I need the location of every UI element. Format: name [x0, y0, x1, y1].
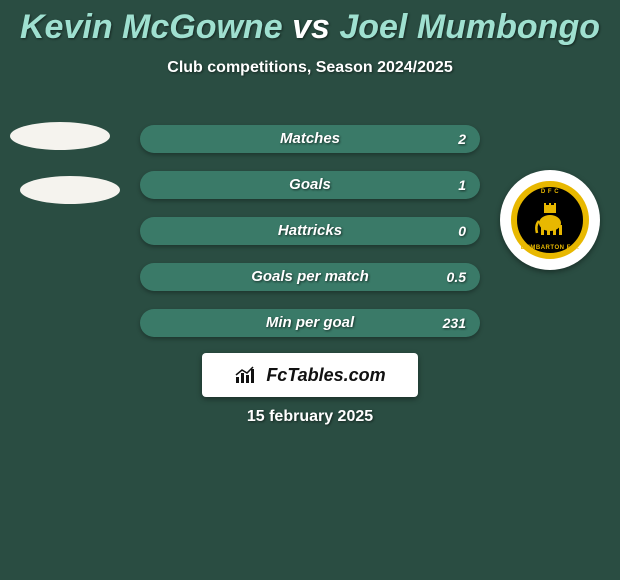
stat-row: Min per goal 231 — [140, 309, 480, 337]
stat-value-right: 2 — [458, 125, 466, 153]
chart-icon — [234, 365, 260, 385]
player1-photo-placeholder — [10, 122, 110, 150]
stat-value-right: 0.5 — [447, 263, 466, 291]
stat-label: Hattricks — [140, 217, 480, 245]
player2-club-badge: D F C DUMBARTON F.C. — [500, 170, 600, 270]
stat-label: Min per goal — [140, 309, 480, 337]
crest-top-text: D F C — [541, 189, 559, 195]
stat-label: Goals per match — [140, 263, 480, 291]
stat-value-right: 0 — [458, 217, 466, 245]
crest-bottom-text: DUMBARTON F.C. — [521, 245, 580, 251]
club-crest: D F C DUMBARTON F.C. — [511, 181, 589, 259]
brand-box: FcTables.com — [202, 353, 418, 397]
snapshot-date: 15 february 2025 — [0, 408, 620, 426]
comparison-title: Kevin McGowne vs Joel Mumbongo — [0, 0, 620, 47]
stat-label: Matches — [140, 125, 480, 153]
stat-row: Goals per match 0.5 — [140, 263, 480, 291]
stat-value-right: 231 — [443, 309, 466, 337]
player1-name: Kevin McGowne — [20, 8, 283, 46]
subtitle: Club competitions, Season 2024/2025 — [0, 59, 620, 77]
stat-label: Goals — [140, 171, 480, 199]
elephant-castle-icon — [533, 203, 567, 237]
stat-row: Matches 2 — [140, 125, 480, 153]
stat-row: Hattricks 0 — [140, 217, 480, 245]
player1-club-placeholder — [20, 176, 120, 204]
stats-container: Matches 2 Goals 1 Hattricks 0 Goals per … — [140, 125, 480, 355]
stat-value-right: 1 — [458, 171, 466, 199]
brand-text: FcTables.com — [266, 365, 385, 386]
stat-row: Goals 1 — [140, 171, 480, 199]
player2-name: Joel Mumbongo — [339, 8, 600, 46]
vs-text: vs — [292, 8, 330, 46]
